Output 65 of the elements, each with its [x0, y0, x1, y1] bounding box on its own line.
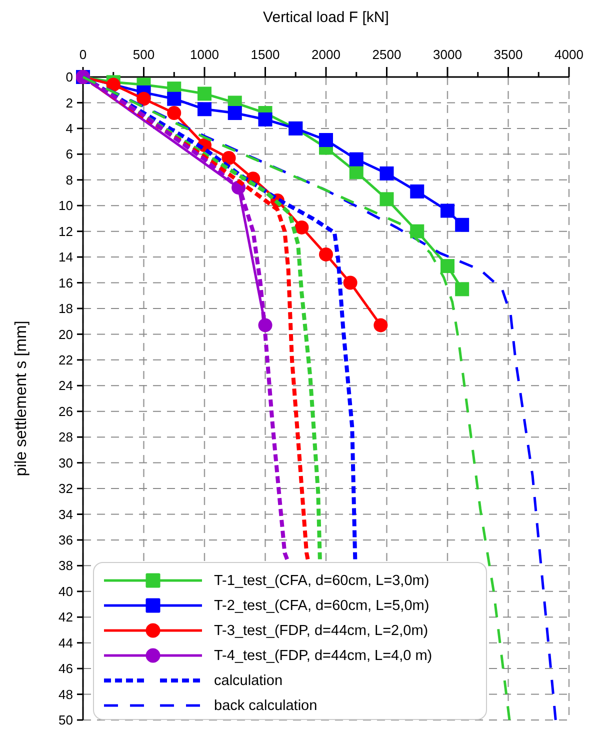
x-tick-label: 4000: [554, 47, 584, 62]
legend-label: T-3_test_(FDP, d=44cm, L=2,0m): [214, 622, 428, 638]
y-tick-label: 2: [66, 95, 73, 110]
y-tick-label: 46: [58, 661, 73, 676]
point: [167, 92, 182, 106]
y-tick-label: 32: [58, 481, 73, 496]
x-tick-label: 2500: [372, 47, 402, 62]
y-tick-label: 18: [58, 301, 73, 316]
y-tick-label: 4: [66, 120, 73, 136]
x-tick-label: 500: [132, 47, 155, 62]
legend-label: T-1_test_(CFA, d=60cm, L=3,0m): [214, 572, 430, 588]
point: [455, 282, 470, 296]
y-tick-label: 16: [58, 275, 73, 290]
y-tick-label: 6: [66, 146, 73, 162]
legend-label: calculation: [214, 672, 283, 688]
y-tick-label: 24: [58, 378, 73, 394]
point: [258, 112, 272, 126]
point: [410, 184, 424, 198]
point: [228, 106, 242, 120]
x-tick-label: 1000: [190, 47, 219, 62]
y-tick-label: 38: [58, 558, 73, 574]
point: [440, 259, 454, 274]
point: [294, 220, 309, 234]
y-tick-label: 12: [58, 224, 73, 239]
y-tick-label: 20: [58, 326, 73, 342]
legend-label: T-2_test_(CFA, d=60cm, L=5,0m): [214, 598, 430, 614]
y-tick-label: 0: [66, 70, 73, 85]
y-tick-label: 36: [58, 532, 73, 548]
y-tick-label: 34: [58, 506, 73, 522]
y-tick-label: 14: [58, 250, 73, 265]
point: [319, 247, 333, 262]
point: [380, 192, 394, 206]
point: [136, 92, 151, 106]
x-tick-label: 3500: [494, 47, 523, 62]
y-tick-label: 30: [58, 455, 73, 470]
point: [198, 102, 212, 116]
point: [167, 106, 182, 120]
point: [198, 86, 212, 101]
y-tick-label: 50: [58, 712, 73, 728]
y-tick-label: 28: [58, 430, 73, 445]
x-tick-label: 0: [79, 47, 87, 62]
x-tick-label: 1500: [250, 47, 280, 62]
legend-label: back calculation: [214, 698, 318, 714]
point: [222, 151, 236, 166]
point: [343, 276, 358, 290]
y-axis-title: pile settlement s [mm]: [13, 320, 30, 476]
y-tick-label: 10: [58, 198, 73, 214]
point: [374, 318, 388, 332]
y-tick-label: 8: [66, 172, 73, 188]
y-tick-label: 26: [58, 404, 73, 419]
point: [440, 204, 454, 218]
y-tick-label: 44: [58, 635, 73, 650]
y-tick-label: 42: [58, 610, 73, 625]
point: [319, 133, 333, 148]
y-tick-label: 22: [58, 352, 73, 368]
x-tick-label: 3000: [433, 47, 462, 62]
point: [380, 166, 394, 180]
point: [349, 152, 364, 166]
x-axis-title: Vertical load F [kN]: [263, 9, 389, 26]
point: [455, 218, 470, 232]
x-tick-label: 2000: [312, 47, 340, 62]
y-tick-label: 40: [58, 584, 73, 599]
legend-label: T-4_test_(FDP, d=44cm, L=4,0 m): [214, 648, 432, 664]
y-tick-label: 48: [58, 686, 73, 702]
point: [106, 78, 120, 92]
